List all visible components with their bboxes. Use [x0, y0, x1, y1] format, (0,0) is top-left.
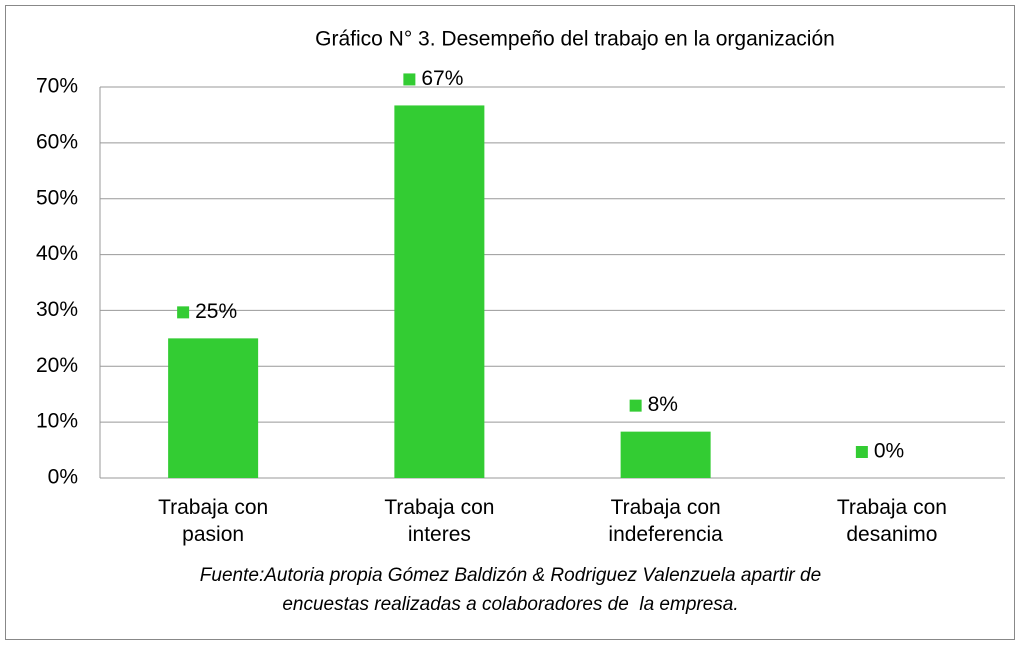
chart-frame — [5, 5, 1015, 640]
y-tick-label: 30% — [36, 298, 78, 321]
y-tick-label: 20% — [36, 354, 78, 377]
y-tick-label: 10% — [36, 410, 78, 433]
source-note: encuestas realizadas a colaboradores de … — [282, 594, 739, 615]
y-tick-label: 0% — [48, 466, 78, 489]
y-tick-label: 40% — [36, 242, 78, 265]
bar — [620, 431, 711, 478]
y-tick-label: 50% — [36, 186, 78, 209]
data-label: 67% — [421, 67, 463, 90]
y-tick-label: 70% — [36, 75, 78, 98]
chart-title: Gráfico N° 3. Desempeño del trabajo en l… — [315, 28, 835, 51]
bar — [394, 105, 485, 478]
x-tick-label: Trabaja con indeferencia — [608, 496, 723, 546]
label-key — [855, 446, 868, 458]
data-label: 25% — [195, 300, 237, 323]
label-key — [403, 73, 416, 86]
y-tick-label: 60% — [36, 130, 78, 153]
x-tick-label: Trabaja con pasion — [158, 496, 269, 546]
data-label: 0% — [874, 440, 904, 463]
label-key — [177, 306, 190, 319]
bar — [168, 338, 259, 478]
source-note: Fuente:Autoria propia Gómez Baldizón & R… — [199, 565, 822, 586]
x-tick-label: Trabaja con desanimo — [836, 496, 947, 546]
label-key — [629, 399, 642, 412]
x-tick-label: Trabaja con interes — [384, 496, 495, 546]
data-label: 8% — [648, 393, 678, 416]
